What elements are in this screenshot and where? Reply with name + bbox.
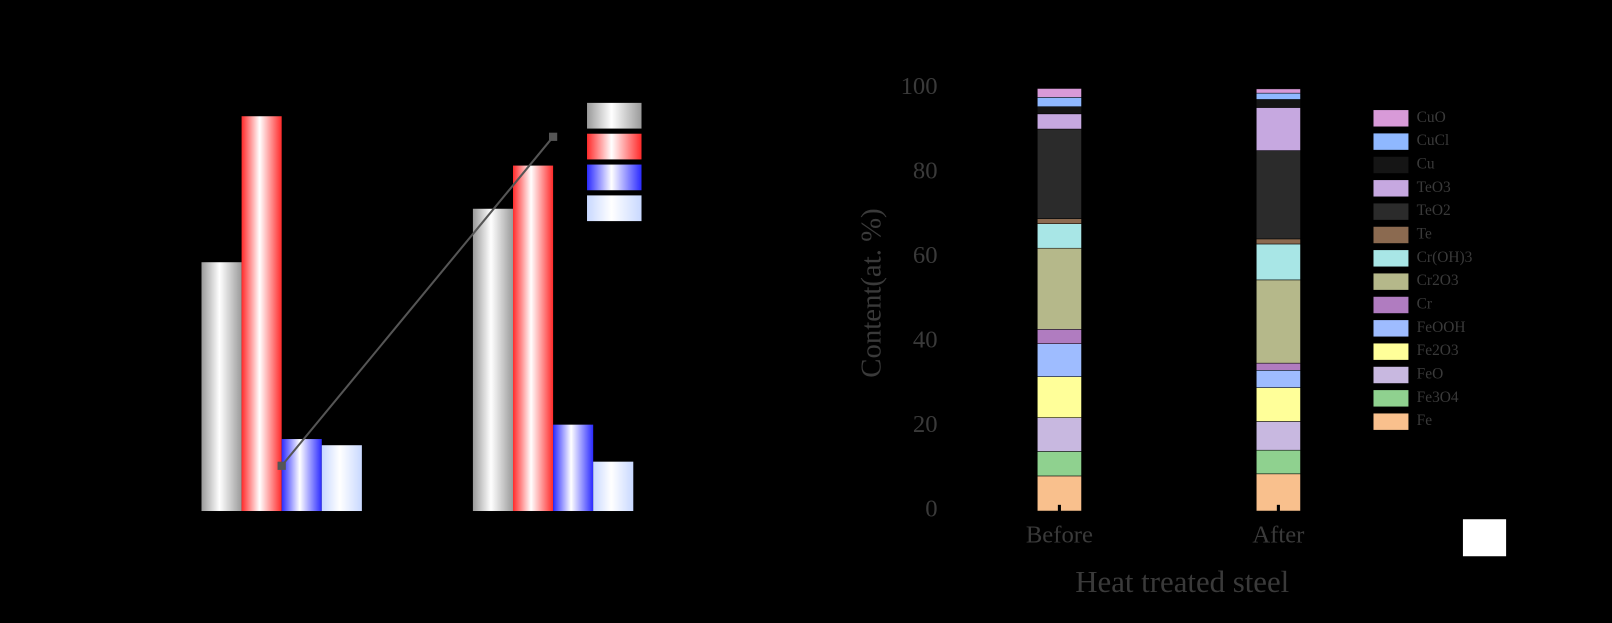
bar-segment (1037, 376, 1082, 418)
bar (321, 445, 362, 512)
y-tick-label: 80 (913, 158, 938, 185)
bar (513, 165, 554, 512)
legend-swatch (1373, 156, 1409, 174)
legend-swatch (1373, 133, 1409, 150)
y-axis-title: Content(at. %) (855, 208, 887, 377)
legend-swatch (1373, 226, 1409, 244)
legend-label: FeO (1417, 366, 1444, 383)
bar-segment (1037, 97, 1082, 107)
legend-label: TeO3 (1417, 179, 1451, 196)
legend-swatch (1373, 250, 1409, 267)
legend-label: Cu (1417, 155, 1435, 172)
bar-segment (1037, 247, 1082, 330)
legend-label: FeOOH (1417, 319, 1466, 336)
bar (472, 208, 514, 512)
legend-swatch (1373, 110, 1409, 127)
y-tick-label: 40 (913, 327, 938, 354)
bar-segment (1256, 243, 1301, 281)
bar-segment (1037, 343, 1082, 377)
legend-swatch (1373, 296, 1409, 314)
legend-label: CuCl (1417, 132, 1450, 149)
bar-segment (1256, 387, 1301, 422)
bar-segment (1256, 107, 1301, 151)
bar-segment (1037, 88, 1082, 98)
line-point (277, 461, 286, 470)
legend-label: Fe3O4 (1417, 389, 1459, 406)
x-axis-title: Heat treated steel (1075, 565, 1289, 599)
legend-swatch (1373, 180, 1409, 197)
y-tick-label: 100 (901, 73, 938, 100)
x-tick-label: After (1252, 521, 1304, 548)
bar-segment (1037, 417, 1082, 452)
line-point (548, 132, 558, 141)
legend-swatch (587, 164, 642, 191)
bar-segment (1037, 113, 1082, 130)
bar (553, 424, 594, 512)
legend-swatch (587, 102, 642, 129)
y-tick-label: 20 (913, 411, 938, 438)
legend-label: Cr(OH)3 (1417, 249, 1473, 266)
x-tick-label: Before (1026, 521, 1093, 548)
bar-segment (1256, 88, 1301, 94)
legend-swatch (1373, 413, 1409, 430)
bar (201, 262, 242, 512)
bar (281, 439, 322, 512)
legend-swatch (587, 133, 642, 160)
legend-label: Cr (1417, 296, 1432, 313)
bar-segment (1256, 150, 1301, 240)
bar-segment (1256, 473, 1301, 512)
bar-segment (1256, 238, 1301, 245)
legend-swatch (1373, 203, 1409, 220)
line-series (280, 136, 554, 467)
legend-swatch (1373, 390, 1409, 407)
bar-segment (1256, 421, 1301, 451)
bar-segment (1256, 92, 1301, 100)
legend-label: Te (1417, 226, 1432, 243)
bar-segment (1037, 223, 1082, 249)
legend-swatch (1373, 366, 1409, 384)
bar-segment (1256, 370, 1301, 388)
bar (593, 461, 634, 512)
bar-segment (1256, 449, 1301, 475)
bar-segment (1037, 451, 1082, 477)
legend-label: Fe (1417, 412, 1433, 429)
legend-label: TeO2 (1417, 202, 1451, 219)
bar-segment (1256, 99, 1301, 108)
legend-label: Fe2O3 (1417, 342, 1459, 359)
legend-swatch (1373, 320, 1409, 337)
legend-swatch (1373, 343, 1409, 360)
legend-label: Cr2O3 (1417, 272, 1459, 289)
legend-swatch (1373, 273, 1409, 290)
legend-label: CuO (1417, 109, 1446, 126)
y-tick-label: 0 (925, 496, 937, 523)
bar-segment (1037, 218, 1082, 224)
bar-segment (1256, 362, 1301, 371)
bar-segment (1037, 329, 1082, 344)
bar (241, 116, 282, 512)
bar-segment (1037, 128, 1082, 219)
legend-swatch (587, 195, 642, 222)
bar-segment (1256, 279, 1301, 364)
panel-marker (1462, 519, 1507, 557)
y-tick-label: 60 (913, 242, 938, 269)
bar-segment (1037, 106, 1082, 115)
